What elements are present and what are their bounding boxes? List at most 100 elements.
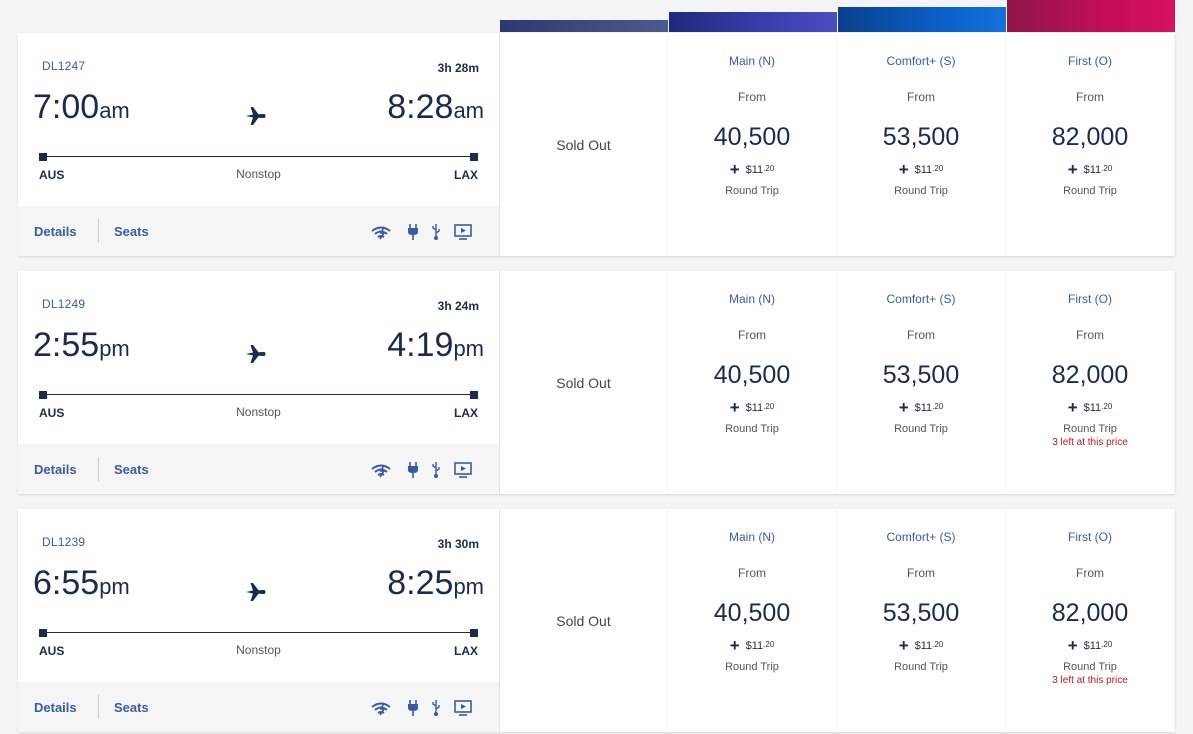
fee-dollars: $11 [745, 640, 764, 652]
details-link[interactable]: Details [34, 700, 77, 715]
details-link[interactable]: Details [34, 224, 77, 239]
from-label: From [1076, 90, 1104, 104]
fee-cents: .20 [932, 640, 944, 649]
fee-cents: .20 [1101, 402, 1113, 411]
miles-price: 53,500 [882, 599, 960, 627]
departure-time-value: 2:55 [33, 326, 100, 364]
miles-price: 40,500 [713, 123, 791, 151]
trip-type: Round Trip [725, 661, 779, 673]
destination-airport: LAX [454, 644, 478, 658]
flight-number[interactable]: DL1249 [42, 297, 86, 311]
miles-price: 40,500 [713, 361, 791, 389]
first-fare-cell[interactable]: First (O) From 82,000 + $11.20 Round Trip… [1006, 271, 1174, 494]
fee-amount: + $11.20 [1006, 398, 1174, 418]
airplane-icon [246, 107, 266, 125]
flight-duration: 3h 24m [437, 299, 479, 313]
cabin-name: Comfort+ (S) [886, 530, 956, 544]
cabin-name: First (O) [1068, 530, 1112, 544]
cabin-header-bars [500, 0, 1175, 33]
from-label: From [738, 328, 766, 342]
from-label: From [907, 90, 935, 104]
fee-dollars: $11 [1083, 640, 1102, 652]
main-fare-cell[interactable]: Main (N) From 40,500 + $11.20 Round Trip [668, 509, 836, 732]
fee-dollars: $11 [1083, 164, 1102, 176]
flight-number[interactable]: DL1247 [42, 59, 86, 73]
sold-out-label: Sold Out [556, 613, 611, 629]
fee-dollars: $11 [1083, 402, 1102, 414]
comfort-fare-cell[interactable]: Comfort+ (S) From 53,500 + $11.20 Round T… [837, 271, 1005, 494]
flight-card: DL1247 3h 28m 7:00am 8:28am AUS Nonstop … [18, 33, 1175, 256]
main-fare-cell[interactable]: Main (N) From 40,500 + $11.20 Round Trip [668, 271, 836, 494]
comfort-fare-cell[interactable]: Comfort+ (S) From 53,500 + $11.20 Round T… [837, 33, 1005, 256]
arrival-time: 4:19pm [387, 326, 484, 365]
basic-fare-cell: Sold Out [499, 271, 667, 494]
flight-number[interactable]: DL1239 [42, 535, 86, 549]
fare-cells: Sold Out Main (N) From 40,500 + $11.20 Ro… [499, 271, 1175, 494]
first-fare-cell[interactable]: First (O) From 82,000 + $11.20 Round Trip… [1006, 509, 1174, 732]
main-fare-cell[interactable]: Main (N) From 40,500 + $11.20 Round Trip [668, 33, 836, 256]
wifi-icon [371, 226, 391, 240]
entertainment-screen-icon [454, 700, 472, 716]
cabin-name: Comfort+ (S) [886, 292, 956, 306]
departure-time: 6:55pm [33, 564, 130, 603]
fee-amount: + $11.20 [837, 398, 1005, 418]
fee-amount: + $11.20 [1006, 160, 1174, 180]
destination-airport: LAX [454, 406, 478, 420]
miles-price: 40,500 [713, 599, 791, 627]
power-icon [408, 224, 418, 240]
basic-fare-cell: Sold Out [499, 33, 667, 256]
arrival-time: 8:28am [387, 88, 484, 127]
plus-icon: + [898, 398, 909, 417]
power-icon [408, 462, 418, 478]
origin-airport: AUS [39, 644, 65, 658]
sold-out-label: Sold Out [556, 375, 611, 391]
first-fare-cell[interactable]: First (O) From 82,000 + $11.20 Round Trip [1006, 33, 1174, 256]
flight-info-footer [18, 444, 499, 494]
trip-type: Round Trip [894, 185, 948, 197]
trip-type: Round Trip [725, 185, 779, 197]
comfort-fare-cell[interactable]: Comfort+ (S) From 53,500 + $11.20 Round T… [837, 509, 1005, 732]
cabin-name: Main (N) [728, 54, 775, 68]
seats-link[interactable]: Seats [114, 224, 149, 239]
flight-info: DL1249 3h 24m 2:55pm 4:19pm AUS Nonstop … [18, 271, 499, 494]
flight-duration: 3h 30m [437, 537, 479, 551]
fee-cents: .20 [763, 640, 775, 649]
origin-marker [39, 153, 47, 161]
link-divider [98, 219, 99, 243]
entertainment-screen-icon [454, 462, 472, 478]
origin-airport: AUS [39, 168, 65, 182]
fee-amount: + $11.20 [668, 636, 836, 656]
basic-cabin-bar [500, 20, 668, 32]
arrival-ampm: am [453, 98, 484, 123]
seats-left-note: 3 left at this price [1052, 437, 1128, 448]
plus-icon: + [729, 636, 740, 655]
fee-dollars: $11 [914, 640, 933, 652]
seats-link[interactable]: Seats [114, 700, 149, 715]
fee-amount: + $11.20 [837, 160, 1005, 180]
miles-price: 53,500 [882, 361, 960, 389]
details-link[interactable]: Details [34, 462, 77, 477]
trip-type: Round Trip [1063, 185, 1117, 197]
main-cabin-bar [669, 12, 837, 32]
power-icon [408, 700, 418, 716]
plus-icon: + [729, 160, 740, 179]
fee-cents: .20 [763, 402, 775, 411]
destination-marker [470, 391, 478, 399]
entertainment-screen-icon [454, 224, 472, 240]
miles-price: 82,000 [1051, 599, 1129, 627]
link-divider [98, 457, 99, 481]
departure-ampm: am [99, 98, 130, 123]
trip-type: Round Trip [894, 661, 948, 673]
from-label: From [738, 566, 766, 580]
wifi-icon [371, 464, 391, 478]
route-line [42, 394, 475, 395]
seats-link[interactable]: Seats [114, 462, 149, 477]
basic-fare-cell: Sold Out [499, 509, 667, 732]
flight-card: DL1249 3h 24m 2:55pm 4:19pm AUS Nonstop … [18, 271, 1175, 494]
plus-icon: + [1067, 636, 1078, 655]
miles-price: 53,500 [882, 123, 960, 151]
origin-marker [39, 629, 47, 637]
seats-left-note: 3 left at this price [1052, 675, 1128, 686]
arrival-time-value: 8:25 [387, 564, 454, 602]
fare-cells: Sold Out Main (N) From 40,500 + $11.20 Ro… [499, 509, 1175, 732]
